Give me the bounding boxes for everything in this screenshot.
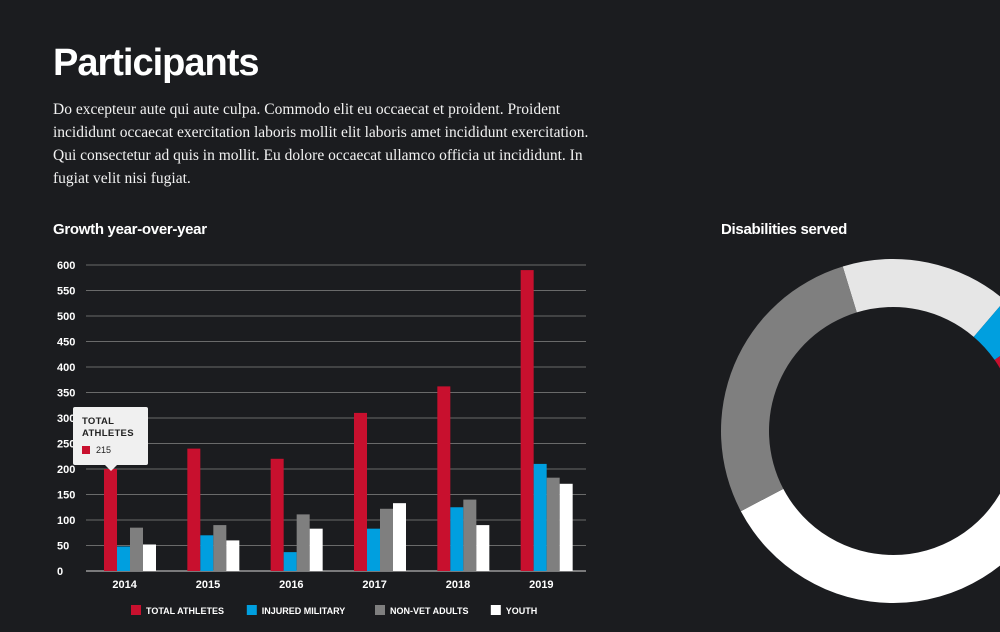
y-tick-label: 600 [57,260,75,272]
bar-total-athletes [354,412,367,571]
y-tick-label: 150 [57,490,75,502]
y-tick-label: 500 [57,311,75,323]
y-tick-label: 200 [57,464,75,476]
donut-slice-1 [973,306,1000,360]
bar-youth [226,540,240,571]
x-tick-label: 2017 [362,579,386,591]
bar-total-athletes [104,469,117,571]
y-tick-label: 350 [57,388,75,400]
bar-non-vet-adults [463,499,477,571]
y-tick-label: 50 [57,541,69,553]
bar-youth [393,503,406,571]
legend-label: TOTAL ATHLETES [146,606,224,616]
bar-non-vet-adults [213,525,227,571]
x-tick-label: 2015 [196,579,220,591]
page-title: Participants [53,42,260,84]
bar-injured-military [450,507,464,571]
x-tick-label: 2016 [279,579,303,591]
x-tick-label: 2018 [446,579,470,591]
bar-youth [143,544,156,571]
x-tick-label: 2014 [112,579,137,591]
x-tick-label: 2019 [529,579,553,591]
bar-injured-military [367,528,380,571]
y-tick-label: 450 [57,337,75,349]
legend-swatch [246,605,257,615]
bar-total-athletes [187,448,201,571]
legend-label: NON-VET ADULTS [390,606,469,616]
bar-injured-military [533,463,547,571]
bar-non-vet-adults [380,508,393,571]
intro-paragraph: Do excepteur aute qui aute culpa. Commod… [53,101,589,187]
bar-total-athletes [520,270,534,571]
y-tick-label: 550 [57,286,75,298]
bar-chart-title: Growth year-over-year [53,221,207,238]
y-tick-label: 100 [57,515,75,527]
bar-non-vet-adults [546,477,560,571]
bar-tooltip: TOTAL ATHLETES 215 [73,407,148,471]
bar-youth [559,483,573,571]
bar-chart: 0 50 100 150 200 250 300 350 400 450 500 550 600 2014… [57,260,586,616]
donut-slice-2 [994,356,1000,369]
y-tick-label: 250 [57,439,75,451]
y-tick-label: 0 [57,566,63,578]
legend-label: YOUTH [506,606,538,616]
bar-youth [476,525,490,571]
bar-youth [309,528,323,571]
bar-non-vet-adults [130,527,143,571]
bar-injured-military [117,546,130,571]
legend-swatch [375,605,385,615]
tooltip-swatch [82,446,90,454]
y-tick-label: 400 [57,362,75,374]
bar-injured-military [200,535,214,571]
bar-total-athletes [270,458,284,571]
y-tick-label: 300 [57,413,75,425]
bar-injured-military [283,552,297,571]
donut-slice-4 [720,266,857,512]
tooltip-title: TOTAL ATHLETES [82,416,134,439]
legend-swatch [131,605,141,615]
legend-swatch [490,605,501,615]
donut-chart-title: Disabilities served [721,221,848,238]
tooltip-value: 215 [96,445,112,455]
legend-label: INJURED MILITARY [262,606,346,616]
donut-slice-3 [740,488,1000,603]
donut-slice-0 [842,259,1000,337]
bar-total-athletes [437,386,451,571]
bar-non-vet-adults [296,514,310,571]
